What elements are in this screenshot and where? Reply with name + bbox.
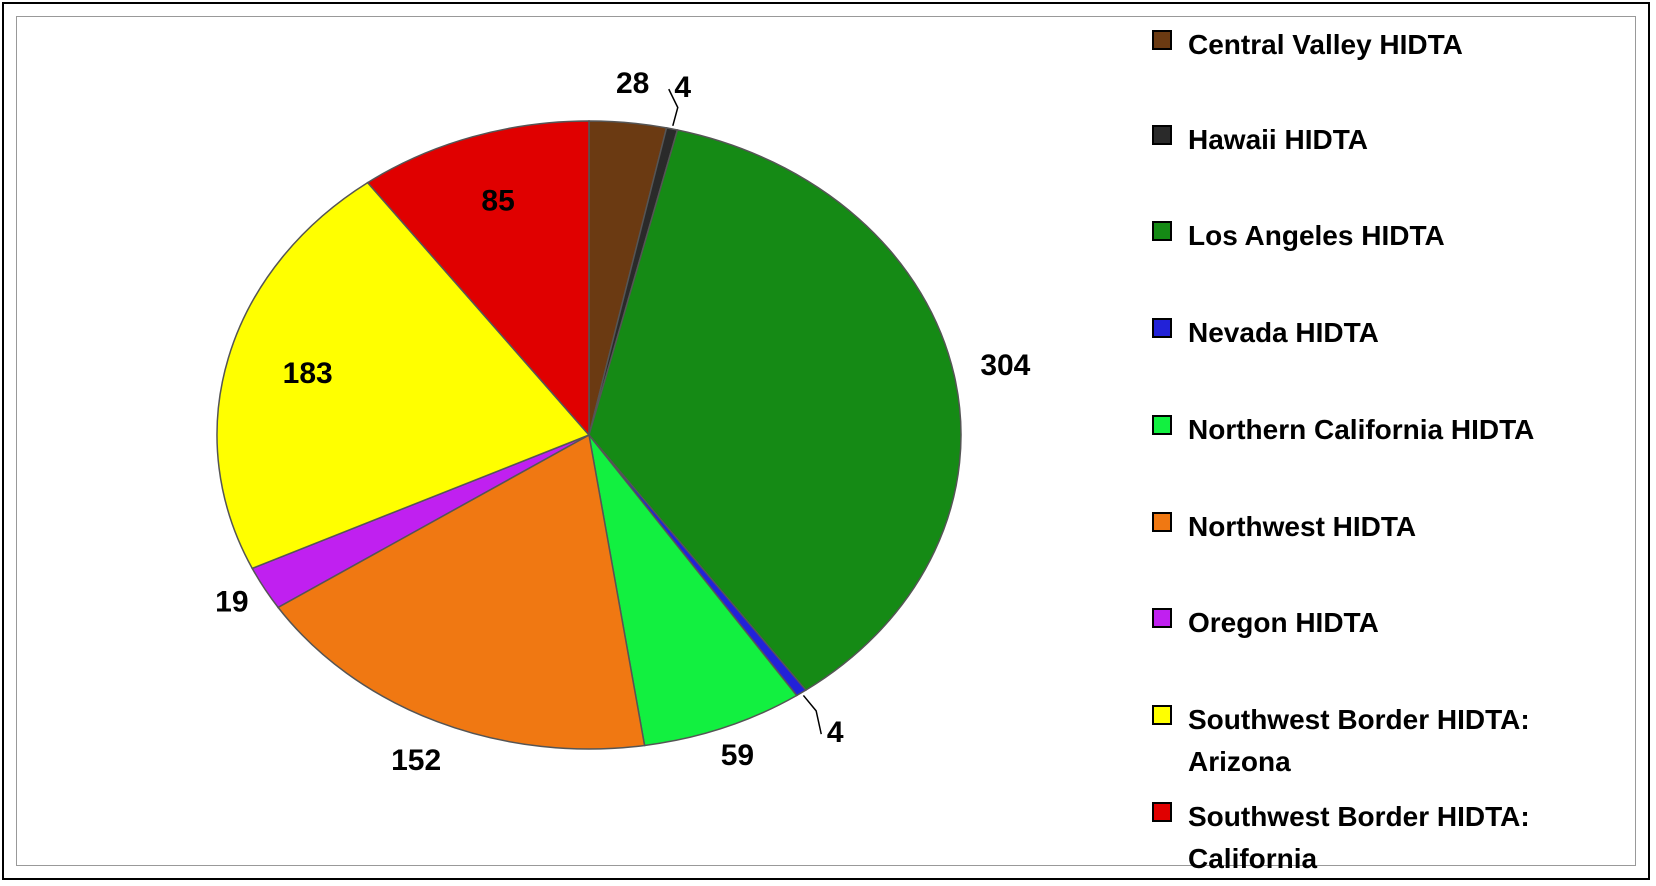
data-label: 152 (391, 744, 441, 777)
legend-item: Hawaii HIDTA (1152, 119, 1542, 161)
data-label: 4 (827, 716, 844, 749)
pie-slice (588, 129, 962, 692)
legend-label: Northern California HIDTA (1188, 414, 1535, 445)
data-label: 183 (283, 357, 333, 390)
legend-item: Los Angeles HIDTA (1152, 215, 1542, 257)
legend-swatch (1152, 512, 1172, 532)
data-label: 59 (721, 739, 754, 772)
legend-item: Northwest HIDTA (1152, 506, 1542, 548)
legend-swatch (1152, 221, 1172, 241)
leader-line (668, 88, 679, 127)
legend-swatch (1152, 608, 1172, 628)
legend-swatch (1152, 802, 1172, 822)
data-label: 4 (674, 71, 691, 104)
legend-label: Northwest HIDTA (1188, 511, 1417, 542)
legend-swatch (1152, 30, 1172, 50)
legend-item: Nevada HIDTA (1152, 312, 1542, 354)
legend-label: Los Angeles HIDTA (1188, 220, 1445, 251)
legend-item: Oregon HIDTA (1152, 602, 1542, 644)
legend-label: Hawaii HIDTA (1188, 124, 1368, 155)
legend-label: Southwest Border HIDTA: Arizona (1188, 704, 1530, 777)
leader-line (802, 694, 822, 735)
pie-slice (366, 120, 590, 437)
legend-item: Northern California HIDTA (1152, 409, 1542, 451)
data-label: 304 (980, 349, 1030, 382)
legend-label: Nevada HIDTA (1188, 317, 1379, 348)
legend-swatch (1152, 415, 1172, 435)
legend-item: Southwest Border HIDTA: Arizona (1152, 699, 1542, 783)
pie-slice (276, 433, 646, 750)
legend-swatch (1152, 705, 1172, 725)
legend-label: Central Valley HIDTA (1188, 29, 1463, 60)
legend-item: Southwest Border HIDTA: California (1152, 796, 1542, 880)
legend-swatch (1152, 125, 1172, 145)
legend-label: Southwest Border HIDTA: California (1188, 801, 1530, 874)
legend-label: Oregon HIDTA (1188, 607, 1379, 638)
data-label: 28 (616, 67, 649, 100)
pie-slice (216, 181, 591, 570)
legend-swatch (1152, 318, 1172, 338)
plot-frame (16, 16, 1636, 866)
data-label: 85 (481, 184, 514, 217)
legend-item: Central Valley HIDTA (1152, 24, 1542, 66)
pie-slice (588, 434, 798, 747)
data-label: 19 (215, 585, 248, 618)
